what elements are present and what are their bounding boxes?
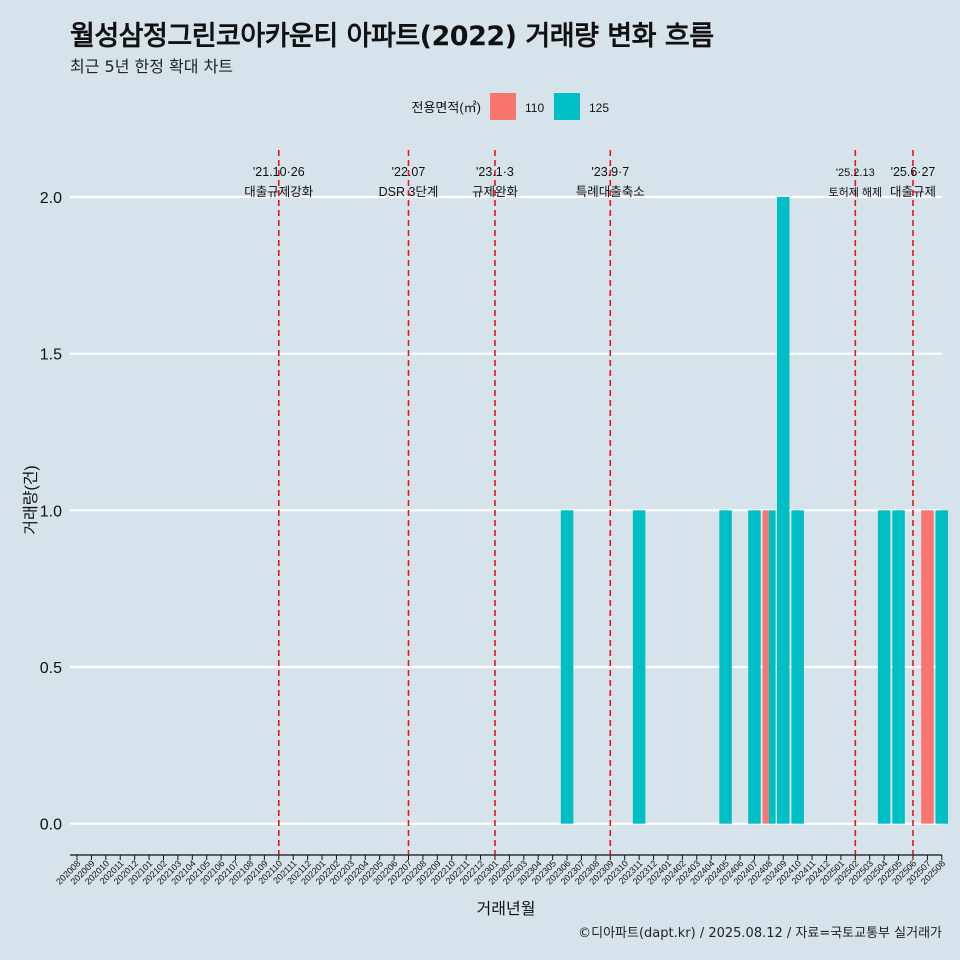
legend-title: 전용면적(㎡) <box>412 100 482 115</box>
bar-125 <box>935 510 949 824</box>
bar-125 <box>748 510 761 824</box>
bar-110 <box>921 510 934 824</box>
bar-125 <box>776 197 790 824</box>
bar-110 <box>762 510 769 824</box>
bar-125 <box>877 510 891 824</box>
y-axis-title: 거래량(건) <box>22 465 40 535</box>
y-tick-label: 0.5 <box>40 660 62 677</box>
event-date-label: '25.6·27 <box>891 165 936 179</box>
bar-125 <box>632 510 646 824</box>
event-label: 대출규제 <box>890 185 936 199</box>
event-label: 규제완화 <box>472 185 519 199</box>
legend-swatch-125 <box>554 93 580 120</box>
event-label: 토허제 해제 <box>828 185 882 199</box>
y-tick-label: 1.5 <box>40 347 62 364</box>
bar-125 <box>791 510 804 824</box>
y-tick-label: 0.0 <box>40 817 62 834</box>
event-date-label: '23.9·7 <box>591 165 629 179</box>
bar-125 <box>892 510 905 824</box>
x-axis-title: 거래년월 <box>477 900 536 918</box>
event-date-label: '25.2.13 <box>836 167 875 179</box>
legend-swatch-110 <box>490 93 516 120</box>
chart-subtitle: 최근 5년 한정 확대 차트 <box>70 57 234 76</box>
bar-125 <box>768 510 776 824</box>
event-label: 대출규제강화 <box>244 185 314 199</box>
event-date-label: '21.10·26 <box>253 165 305 179</box>
event-label: DSR 3단계 <box>379 185 439 199</box>
source-caption: ©디아파트(dapt.kr) / 2025.08.12 / 자료=국토교통부 실… <box>578 926 942 941</box>
event-date-label: '23.1·3 <box>476 165 514 179</box>
event-date-label: '22.07 <box>392 165 426 179</box>
y-tick-label: 2.0 <box>40 190 62 207</box>
legend-label: 125 <box>589 101 609 115</box>
bar-125 <box>560 510 574 824</box>
event-label: 특례대출축소 <box>576 185 645 199</box>
chart-title: 월성삼정그린코아카운티 아파트(2022) 거래량 변화 흐름 <box>70 21 714 52</box>
bar-125 <box>719 510 732 824</box>
y-tick-label: 1.0 <box>40 503 62 520</box>
legend-label: 110 <box>525 101 544 115</box>
